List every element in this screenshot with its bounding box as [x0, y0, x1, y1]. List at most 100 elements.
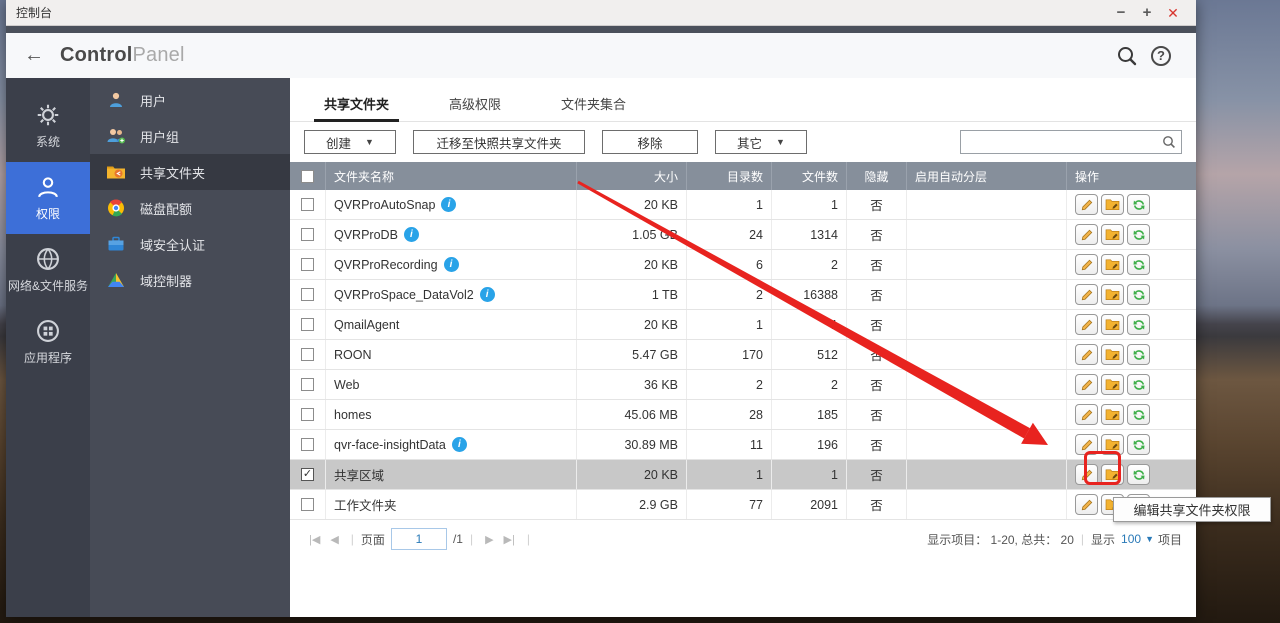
edit-properties-button[interactable]: [1075, 254, 1098, 275]
row-checkbox[interactable]: [301, 498, 314, 511]
menu-item-disk-quota[interactable]: 磁盘配额: [90, 190, 290, 226]
menu-item-users[interactable]: 用户: [90, 82, 290, 118]
row-checkbox[interactable]: [301, 348, 314, 361]
tab-advanced-permissions[interactable]: 高级权限: [449, 97, 502, 112]
sidebar-item-applications[interactable]: 应用程序: [6, 306, 90, 378]
info-icon[interactable]: i: [443, 257, 459, 272]
menu-item-user-groups[interactable]: 用户组: [90, 118, 290, 154]
row-checkbox[interactable]: ✓: [301, 468, 314, 481]
row-checkbox[interactable]: [301, 318, 314, 331]
column-header-actions[interactable]: 操作: [1075, 169, 1100, 184]
refresh-button[interactable]: [1127, 284, 1150, 305]
menu-item-domain-security[interactable]: 域安全认证: [90, 226, 290, 262]
row-checkbox[interactable]: [301, 228, 314, 241]
edit-permissions-button[interactable]: [1101, 224, 1124, 245]
refresh-button[interactable]: [1127, 404, 1150, 425]
edit-properties-button[interactable]: [1075, 464, 1098, 485]
edit-properties-button[interactable]: [1075, 284, 1098, 305]
column-header-files[interactable]: 文件数: [772, 162, 847, 190]
prev-page-icon[interactable]: ◀: [330, 533, 339, 546]
table-row[interactable]: QVRProRecording i 20 KB 6 2 否: [290, 250, 1196, 280]
table-row[interactable]: QVRProAutoSnap i 20 KB 1 1 否: [290, 190, 1196, 220]
row-checkbox[interactable]: [301, 408, 314, 421]
column-header-dirs[interactable]: 目录数: [687, 162, 772, 190]
edit-permissions-button[interactable]: [1101, 464, 1124, 485]
info-icon[interactable]: i: [441, 197, 457, 212]
table-row[interactable]: homes i 45.06 MB 28 185 否: [290, 400, 1196, 430]
refresh-button[interactable]: [1127, 254, 1150, 275]
sidebar-item-system[interactable]: 系统: [6, 90, 90, 162]
table-row[interactable]: 工作文件夹 i 2.9 GB 77 2091 否: [290, 490, 1196, 520]
edit-permissions-button[interactable]: [1101, 254, 1124, 275]
column-header-tiering[interactable]: 启用自动分层: [907, 162, 1067, 190]
edit-permissions-button[interactable]: [1101, 284, 1124, 305]
table-row[interactable]: QmailAgent i 20 KB 1 1 否: [290, 310, 1196, 340]
last-page-icon[interactable]: ▶|: [503, 533, 515, 546]
other-button[interactable]: 其它 ▼: [715, 130, 807, 154]
help-icon[interactable]: ?: [1144, 45, 1178, 66]
tab-shared-folders[interactable]: 共享文件夹: [313, 88, 400, 122]
column-header-name[interactable]: 文件夹名称: [326, 162, 577, 190]
select-all-checkbox[interactable]: [290, 162, 326, 190]
back-arrow-icon[interactable]: ←: [24, 44, 44, 66]
minimize-button[interactable]: −: [1116, 3, 1126, 21]
edit-permissions-button[interactable]: [1101, 194, 1124, 215]
sidebar-item-privilege[interactable]: 权限: [6, 162, 90, 234]
maximize-button[interactable]: +: [1142, 3, 1152, 21]
edit-properties-button[interactable]: [1075, 374, 1098, 395]
table-row[interactable]: ROON i 5.47 GB 170 512 否: [290, 340, 1196, 370]
menu-item-domain-controller[interactable]: 域控制器: [90, 262, 290, 298]
refresh-button[interactable]: [1127, 374, 1150, 395]
search-input[interactable]: [961, 131, 1157, 153]
refresh-button[interactable]: [1127, 344, 1150, 365]
next-page-icon[interactable]: ▶: [485, 533, 494, 546]
row-checkbox[interactable]: [301, 198, 314, 211]
table-row[interactable]: QVRProSpace_DataVol2 i 1 TB 2 16388 否: [290, 280, 1196, 310]
create-button[interactable]: 创建 ▼: [304, 130, 396, 154]
table-row[interactable]: ✓ 共享区域 i 20 KB 1 1 否: [290, 460, 1196, 490]
edit-permissions-button[interactable]: [1101, 374, 1124, 395]
search-icon[interactable]: [1110, 45, 1144, 67]
dir-count: 28: [687, 400, 772, 429]
sidebar-item-network-services[interactable]: 网络&文件服务: [6, 234, 90, 306]
page-number-input[interactable]: [390, 528, 447, 550]
info-icon[interactable]: i: [479, 287, 495, 302]
table-row[interactable]: qvr-face-insightData i 30.89 MB 11 196 否: [290, 430, 1196, 460]
tab-folder-aggregation[interactable]: 文件夹集合: [561, 97, 627, 112]
edit-properties-button[interactable]: [1075, 194, 1098, 215]
table-row[interactable]: QVRProDB i 1.05 GB 24 1314 否: [290, 220, 1196, 250]
refresh-button[interactable]: [1127, 464, 1150, 485]
edit-properties-button[interactable]: [1075, 314, 1098, 335]
table-empty-space: [290, 558, 1196, 617]
chevron-down-icon[interactable]: ▼: [1145, 534, 1154, 544]
column-header-size[interactable]: 大小: [577, 162, 687, 190]
refresh-button[interactable]: [1127, 224, 1150, 245]
edit-permissions-button[interactable]: [1101, 344, 1124, 365]
info-icon[interactable]: i: [451, 437, 467, 452]
edit-properties-button[interactable]: [1075, 224, 1098, 245]
remove-button[interactable]: 移除: [602, 130, 698, 154]
search-icon[interactable]: [1157, 135, 1181, 149]
edit-properties-button[interactable]: [1075, 494, 1098, 515]
edit-permissions-button[interactable]: [1101, 314, 1124, 335]
table-row[interactable]: Web i 36 KB 2 2 否: [290, 370, 1196, 400]
edit-properties-button[interactable]: [1075, 344, 1098, 365]
info-icon[interactable]: i: [403, 227, 419, 242]
column-header-hidden[interactable]: 隐藏: [847, 162, 907, 190]
refresh-button[interactable]: [1127, 434, 1150, 455]
menu-item-shared-folders[interactable]: 共享文件夹: [90, 154, 290, 190]
row-checkbox[interactable]: [301, 378, 314, 391]
page-size-value[interactable]: 100: [1121, 532, 1142, 546]
edit-properties-button[interactable]: [1075, 404, 1098, 425]
close-button[interactable]: ✕: [1167, 4, 1179, 21]
refresh-button[interactable]: [1127, 314, 1150, 335]
edit-properties-button[interactable]: [1075, 434, 1098, 455]
row-checkbox[interactable]: [301, 438, 314, 451]
first-page-icon[interactable]: |◀: [309, 533, 321, 546]
row-checkbox[interactable]: [301, 288, 314, 301]
edit-permissions-button[interactable]: [1101, 434, 1124, 455]
refresh-button[interactable]: [1127, 194, 1150, 215]
edit-permissions-button[interactable]: [1101, 404, 1124, 425]
migrate-snapshot-button[interactable]: 迁移至快照共享文件夹: [413, 130, 585, 154]
row-checkbox[interactable]: [301, 258, 314, 271]
